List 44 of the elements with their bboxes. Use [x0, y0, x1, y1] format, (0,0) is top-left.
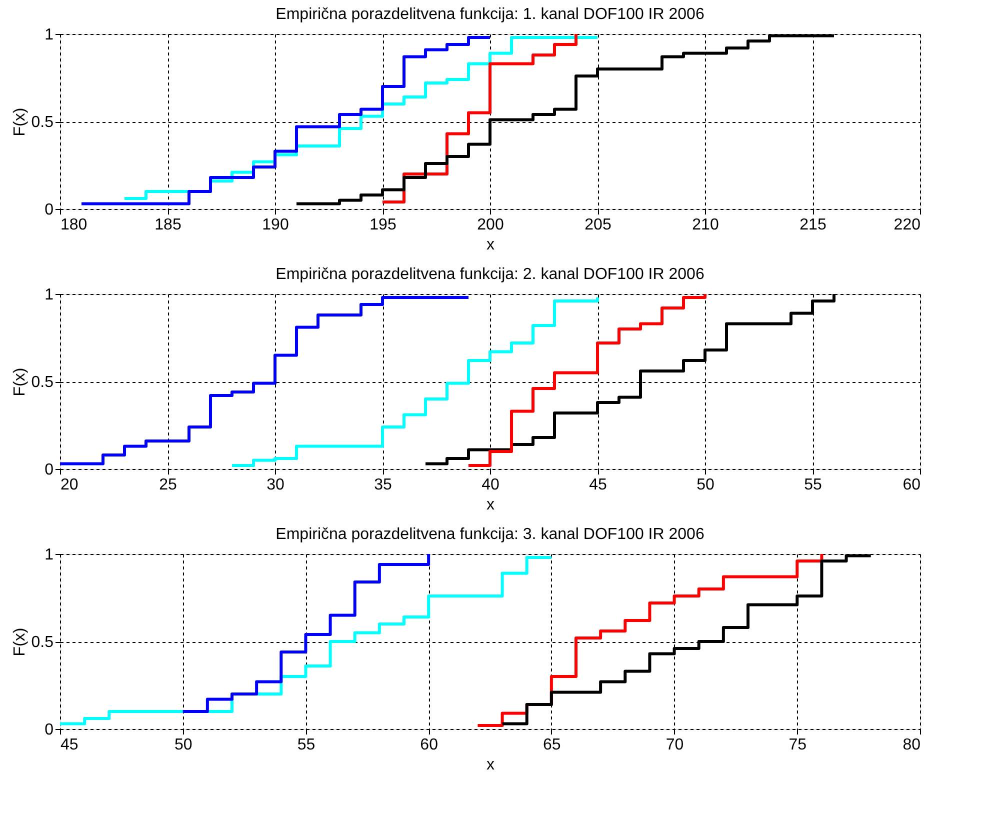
- x-tick-label: 25: [159, 476, 177, 494]
- y-tick-label: 0: [44, 462, 54, 478]
- x-axis-title: x: [486, 756, 494, 774]
- chart-title: Empirična porazdelitvena funkcija: 1. kanal DOF100 IR 2006: [276, 6, 704, 23]
- x-axis-title: x: [486, 236, 494, 254]
- x-tick-label: 80: [902, 736, 921, 754]
- y-tick-label: 0: [44, 722, 54, 738]
- y-axis-title: F(x): [11, 368, 28, 396]
- x-tick-label: 210: [692, 216, 719, 234]
- x-tick-label: 220: [894, 216, 921, 234]
- chart-title: Empirična porazdelitvena funkcija: 2. kanal DOF100 IR 2006: [276, 266, 704, 283]
- x-tick-label: 20: [60, 476, 78, 494]
- x-tick-label: 200: [477, 216, 504, 234]
- x-tick-label: 205: [584, 216, 612, 234]
- y-tick-label: 1: [44, 286, 54, 304]
- x-tick-label: 40: [482, 476, 500, 494]
- y-tick-label: 1: [44, 546, 54, 564]
- y-tick-label: 1: [44, 26, 54, 44]
- x-tick-label: 70: [666, 736, 684, 754]
- y-axis-title: F(x): [11, 628, 28, 656]
- x-tick-label: 45: [60, 736, 78, 754]
- x-tick-label: 75: [788, 736, 807, 754]
- x-tick-label: 180: [60, 216, 88, 234]
- y-axis-title: F(x): [11, 108, 28, 136]
- x-tick-label: 215: [800, 216, 826, 234]
- x-tick-label: 30: [266, 476, 284, 494]
- x-tick-label: 190: [262, 216, 289, 234]
- x-tick-label: 50: [696, 476, 714, 494]
- x-tick-label: 35: [374, 476, 392, 494]
- x-tick-label: 65: [543, 736, 561, 754]
- x-tick-label: 195: [370, 216, 396, 234]
- y-tick-label: 0.5: [31, 114, 54, 131]
- x-tick-label: 185: [154, 216, 182, 234]
- x-axis-title: x: [486, 496, 494, 514]
- x-tick-label: 45: [589, 476, 607, 494]
- y-tick-label: 0.5: [31, 374, 54, 391]
- y-tick-label: 0.5: [31, 634, 54, 651]
- x-tick-label: 60: [902, 476, 921, 494]
- x-tick-label: 55: [804, 476, 822, 494]
- x-tick-label: 55: [297, 736, 316, 754]
- x-tick-label: 50: [174, 736, 192, 754]
- y-tick-label: 0: [44, 202, 54, 218]
- x-tick-label: 60: [420, 736, 438, 754]
- chart-title: Empirična porazdelitvena funkcija: 3. kanal DOF100 IR 2006: [276, 526, 704, 543]
